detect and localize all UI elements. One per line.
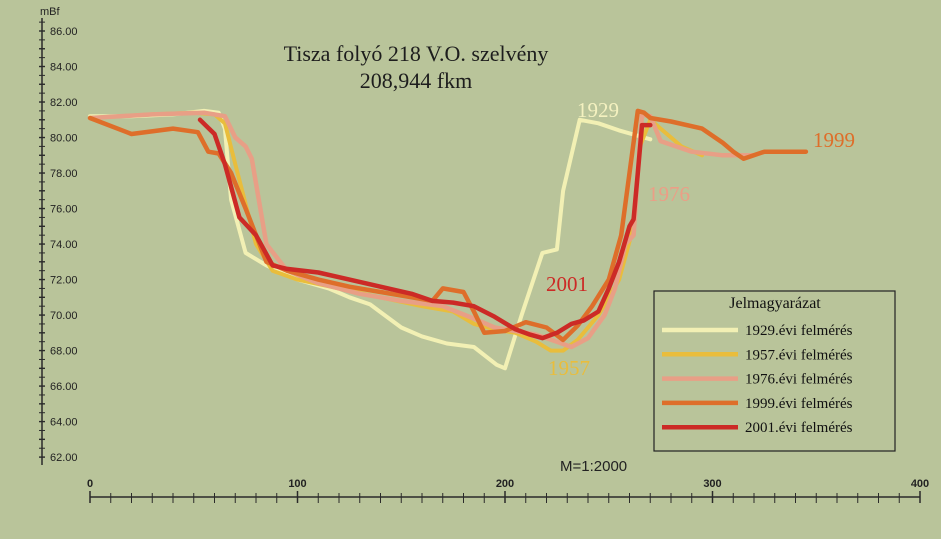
series-line-1957 xyxy=(88,110,705,353)
series-lines xyxy=(87,108,809,371)
y-tick-label: 78.00 xyxy=(50,168,78,180)
legend-label-1929: 1929.évi felmérés xyxy=(745,323,853,339)
chart-subtitle: 208,944 fkm xyxy=(360,68,472,93)
y-axis-unit: mBf xyxy=(40,6,61,18)
legend: Jelmagyarázat 1929.évi felmérés 1957.évi … xyxy=(653,290,896,452)
y-tick-label: 86.00 xyxy=(50,26,78,38)
y-axis-ticks: 62.00 64.00 66.00 68.00 70.00 72.00 74.00 76.00… xyxy=(39,21,78,464)
legend-label-2001: 2001.évi felmérés xyxy=(745,420,853,436)
y-tick-label: 64.00 xyxy=(50,417,78,429)
x-tick-label: 300 xyxy=(703,478,721,490)
legend-title: Jelmagyarázat xyxy=(729,295,821,312)
y-tick-label: 70.00 xyxy=(50,310,78,322)
series-line-1999 xyxy=(87,108,809,343)
y-tick-label: 80.00 xyxy=(50,133,78,145)
scale-note: M=1:2000 xyxy=(560,458,627,475)
legend-box xyxy=(653,290,896,452)
x-tick-label: 200 xyxy=(496,478,514,490)
y-tick-label: 62.00 xyxy=(50,452,78,464)
y-tick-label: 84.00 xyxy=(50,62,78,74)
x-tick-label: 0 xyxy=(87,478,93,490)
x-axis-ticks: 0 100 200 300 400 xyxy=(87,478,929,503)
y-tick-label: 66.00 xyxy=(50,381,78,393)
series-line-2001 xyxy=(197,117,653,341)
legend-label-1976: 1976.évi felmérés xyxy=(745,372,853,388)
legend-label-1999: 1999.évi felmérés xyxy=(745,396,853,412)
legend-items: 1929.évi felmérés 1957.évi felmérés 1976.é… xyxy=(662,323,853,436)
x-tick-label: 100 xyxy=(288,478,306,490)
y-tick-label: 68.00 xyxy=(50,346,78,358)
y-tick-label: 74.00 xyxy=(50,239,78,251)
annotation-1957: 1957 xyxy=(548,356,590,380)
annotation-1976: 1976 xyxy=(648,182,690,206)
y-tick-label: 72.00 xyxy=(50,275,78,287)
legend-label-1957: 1957.évi felmérés xyxy=(745,347,853,363)
x-tick-label: 400 xyxy=(911,478,929,490)
y-tick-label: 76.00 xyxy=(50,204,78,216)
annotation-1999: 1999 xyxy=(813,128,855,152)
chart-title: Tisza folyó 218 V.O. szelvény xyxy=(284,41,549,66)
annotation-2001: 2001 xyxy=(546,272,588,296)
annotation-1929: 1929 xyxy=(577,98,619,122)
y-tick-label: 82.00 xyxy=(50,97,78,109)
